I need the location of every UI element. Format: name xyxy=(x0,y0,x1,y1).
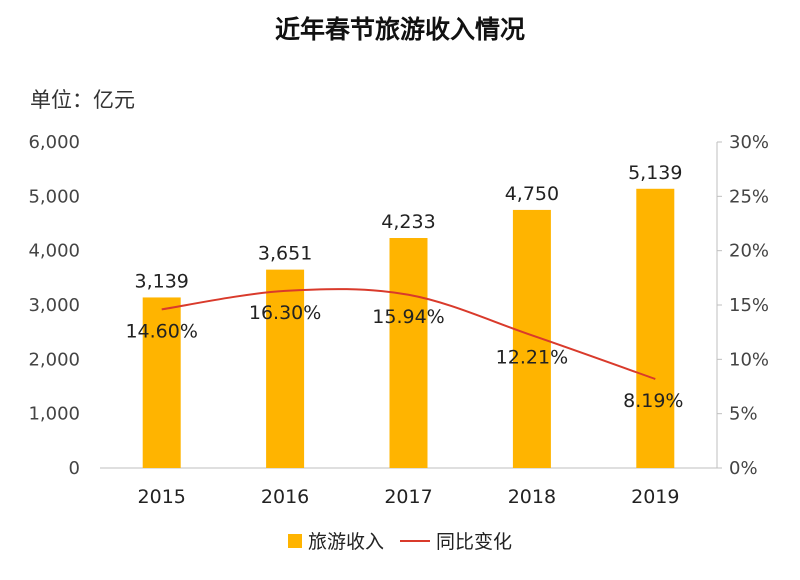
legend-label-revenue: 旅游收入 xyxy=(307,531,384,553)
y-right-tick-label: 25% xyxy=(729,186,769,207)
line-value-label: 16.30% xyxy=(249,302,321,324)
unit-label: 单位：亿元 xyxy=(30,88,135,112)
line-value-label: 14.60% xyxy=(125,320,197,342)
line-value-label: 8.19% xyxy=(623,390,683,412)
yoy-line xyxy=(161,288,656,380)
y-left-tick-label: 3,000 xyxy=(28,295,80,316)
chart-title: 近年春节旅游收入情况 xyxy=(274,15,525,44)
legend-swatch-line xyxy=(400,539,430,542)
bar-value-label: 5,139 xyxy=(628,162,682,184)
y-left-tick-label: 0 xyxy=(69,458,80,479)
legend-item-yoy: 同比变化 xyxy=(400,527,512,554)
legend-label-yoy: 同比变化 xyxy=(436,531,513,553)
line-value-label: 12.21% xyxy=(496,346,568,368)
bar-value-label: 3,139 xyxy=(134,270,188,292)
y-left-tick-label: 2,000 xyxy=(28,349,80,370)
legend-item-revenue: 旅游收入 xyxy=(287,527,384,554)
y-left-tick-label: 1,000 xyxy=(28,404,80,425)
y-left-tick-label: 4,000 xyxy=(28,241,80,262)
x-tick-label: 2016 xyxy=(261,486,309,508)
x-tick-label: 2018 xyxy=(508,486,556,508)
y-right-tick-label: 15% xyxy=(729,295,769,316)
y-right-tick-label: 30% xyxy=(729,132,769,153)
x-tick-label: 2017 xyxy=(384,486,432,508)
bar-value-label: 4,233 xyxy=(381,211,435,233)
y-right-tick-label: 20% xyxy=(729,241,769,262)
y-right-tick-label: 0% xyxy=(729,458,758,479)
bar xyxy=(636,188,675,468)
x-tick-label: 2015 xyxy=(138,486,186,508)
bar xyxy=(142,297,181,468)
y-right-tick-label: 10% xyxy=(729,349,769,370)
bar xyxy=(389,238,428,468)
legend: 旅游收入 同比变化 xyxy=(0,527,800,554)
line-value-label: 15.94% xyxy=(372,306,444,328)
y-right-tick-label: 5% xyxy=(729,404,758,425)
legend-swatch-bar xyxy=(287,533,302,548)
y-left-tick-label: 6,000 xyxy=(28,132,80,153)
y-left-tick-label: 5,000 xyxy=(28,186,80,207)
bar xyxy=(266,269,305,468)
x-tick-label: 2019 xyxy=(631,486,679,508)
bar-value-label: 3,651 xyxy=(258,243,312,265)
bar-value-label: 4,750 xyxy=(505,183,559,205)
